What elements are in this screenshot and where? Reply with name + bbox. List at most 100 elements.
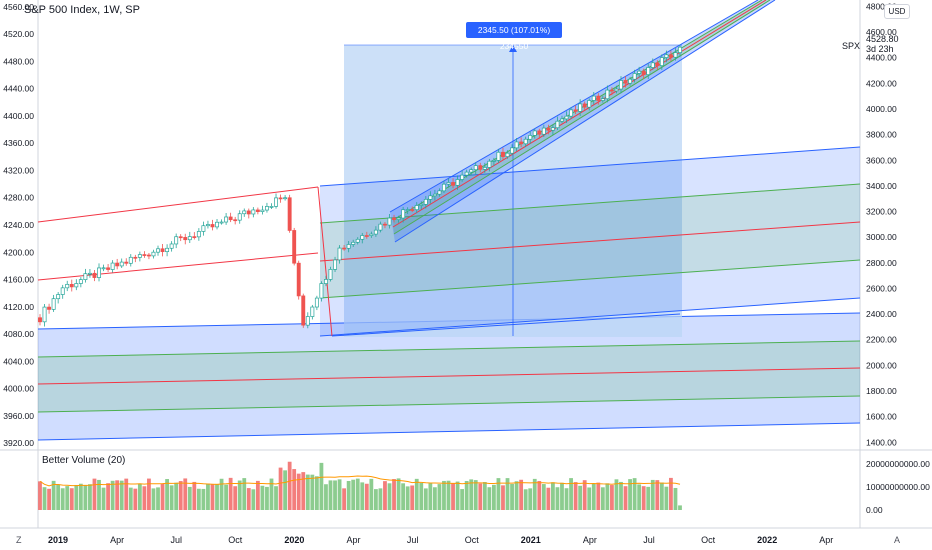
volume-bar[interactable] <box>414 478 419 510</box>
volume-bar[interactable] <box>255 480 260 510</box>
candle-body[interactable] <box>460 174 465 180</box>
candle-body[interactable] <box>587 100 592 108</box>
volume-bar[interactable] <box>246 488 251 510</box>
candle-body[interactable] <box>455 179 460 186</box>
volume-bar[interactable] <box>419 482 424 510</box>
volume-bar[interactable] <box>228 477 233 510</box>
volume-bar[interactable] <box>569 478 573 510</box>
candle-body[interactable] <box>514 141 519 149</box>
volume-bar[interactable] <box>210 484 215 510</box>
candle-body[interactable] <box>496 151 501 161</box>
candle-body[interactable] <box>124 261 129 264</box>
candle-body[interactable] <box>591 95 596 101</box>
volume-bar[interactable] <box>251 489 256 510</box>
volume-bar[interactable] <box>519 479 524 510</box>
candle-body[interactable] <box>301 295 306 326</box>
candle-body[interactable] <box>296 262 301 297</box>
candle-body[interactable] <box>428 195 433 200</box>
volume-bar[interactable] <box>110 480 115 510</box>
volume-bar[interactable] <box>206 483 210 510</box>
volume-bar[interactable] <box>196 488 201 510</box>
volume-bar[interactable] <box>260 485 265 510</box>
volume-bar[interactable] <box>333 480 337 510</box>
volume-bars[interactable] <box>38 461 682 510</box>
volume-bar[interactable] <box>83 485 88 510</box>
volume-bar[interactable] <box>346 480 351 510</box>
candle-body[interactable] <box>265 206 269 211</box>
candle-body[interactable] <box>305 316 310 326</box>
candle-body[interactable] <box>169 243 174 249</box>
candle-body[interactable] <box>278 197 283 200</box>
volume-bar[interactable] <box>165 479 169 510</box>
volume-bar[interactable] <box>423 488 428 510</box>
candle-body[interactable] <box>74 283 79 288</box>
candle-body[interactable] <box>219 221 224 224</box>
volume-bar[interactable] <box>614 479 619 510</box>
candle-body[interactable] <box>97 267 101 278</box>
volume-bar[interactable] <box>501 485 505 510</box>
lower-regression-channel[interactable] <box>37 312 861 441</box>
candle-body[interactable] <box>423 199 428 205</box>
right-price-axis[interactable]: 4800.00 4600.00 4400.00 4200.00 4000.00 3800.… <box>866 1 897 447</box>
volume-bar[interactable] <box>659 482 664 510</box>
volume-bar[interactable] <box>142 486 147 510</box>
volume-bar[interactable] <box>401 483 406 510</box>
volume-bar[interactable] <box>387 483 392 510</box>
volume-bar[interactable] <box>314 476 319 510</box>
volume-bar[interactable] <box>628 479 632 510</box>
volume-bar[interactable] <box>373 489 378 510</box>
candle-body[interactable] <box>355 238 360 243</box>
candle-body[interactable] <box>487 160 492 168</box>
volume-bar[interactable] <box>296 473 301 510</box>
volume-bar[interactable] <box>355 478 360 510</box>
candles[interactable] <box>38 44 682 329</box>
volume-bar[interactable] <box>283 470 288 510</box>
volume-bar[interactable] <box>269 478 274 510</box>
volume-bar[interactable] <box>301 472 306 510</box>
candle-body[interactable] <box>87 272 92 275</box>
candle-body[interactable] <box>383 223 387 226</box>
candle-body[interactable] <box>201 225 206 232</box>
volume-bar[interactable] <box>151 488 156 510</box>
volume-bar[interactable] <box>560 482 564 510</box>
volume-bar[interactable] <box>460 489 465 510</box>
candle-body[interactable] <box>582 103 587 108</box>
volume-bar[interactable] <box>74 484 79 510</box>
candle-body[interactable] <box>560 118 564 122</box>
candle-body[interactable] <box>555 120 560 129</box>
candle-body[interactable] <box>310 306 315 317</box>
candle-body[interactable] <box>632 73 637 80</box>
volume-bar[interactable] <box>637 484 642 510</box>
volume-bar[interactable] <box>42 487 47 510</box>
candle-body[interactable] <box>609 89 614 92</box>
volume-bar[interactable] <box>487 487 492 510</box>
volume-bar[interactable] <box>101 487 106 510</box>
volume-bar[interactable] <box>137 483 142 510</box>
candle-body[interactable] <box>196 231 201 238</box>
candle-body[interactable] <box>550 127 555 131</box>
candle-body[interactable] <box>519 141 524 145</box>
candle-body[interactable] <box>224 216 229 223</box>
volume-bar[interactable] <box>324 484 328 510</box>
candle-body[interactable] <box>65 283 70 289</box>
volume-bar[interactable] <box>510 483 514 510</box>
candle-body[interactable] <box>283 197 288 200</box>
candle-body[interactable] <box>528 135 533 140</box>
volume-bar[interactable] <box>292 469 297 510</box>
candle-body[interactable] <box>246 210 251 215</box>
volume-bar[interactable] <box>178 481 183 510</box>
candle-body[interactable] <box>673 52 678 58</box>
volume-bar[interactable] <box>128 487 133 510</box>
candle-body[interactable] <box>274 197 278 207</box>
volume-bar[interactable] <box>69 488 74 510</box>
volume-bar[interactable] <box>60 488 65 510</box>
volume-bar[interactable] <box>351 479 356 510</box>
volume-bar[interactable] <box>265 486 269 510</box>
candle-body[interactable] <box>419 203 424 206</box>
volume-bar[interactable] <box>233 486 238 510</box>
volume-bar[interactable] <box>319 462 324 510</box>
candle-body[interactable] <box>401 209 406 219</box>
volume-bar[interactable] <box>514 481 519 510</box>
candle-body[interactable] <box>115 262 120 267</box>
volume-bar[interactable] <box>97 479 101 510</box>
